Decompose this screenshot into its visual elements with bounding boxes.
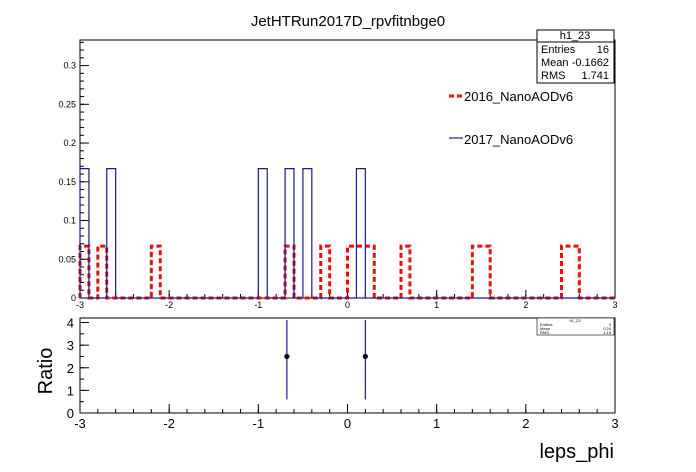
top-y-axis: 0 0.05 0.1 0.15 0.2 0.25 0.3	[58, 41, 89, 303]
ratio-x-tick-label: 0	[344, 416, 351, 431]
ratio-y-tick-label: 0	[67, 406, 74, 421]
ratio-y-tick-label: 4	[67, 316, 74, 331]
x-tick-label: 2	[523, 300, 528, 310]
stats-rms-value: 1.741	[581, 70, 609, 82]
stats-entries-value: 16	[597, 44, 609, 56]
x-tick-label: -1	[254, 300, 262, 310]
ratio-x-tick-label: 3	[611, 416, 618, 431]
bottom-plot-frame	[79, 317, 616, 414]
stats-box-name: h1_23	[560, 30, 591, 42]
stats-box: h1_23 Entries 16 Mean -0.1662 RMS 1.741	[536, 29, 615, 84]
y-tick-label: 0.1	[63, 216, 76, 226]
series-2016-histogram	[78, 244, 615, 300]
legend: 2016_NanoAODv6 2017_NanoAODv6	[449, 89, 573, 147]
ratio-y-tick-label: 2	[67, 361, 74, 376]
x-tick-label: 1	[434, 300, 439, 310]
y-tick-label: 0	[71, 293, 76, 303]
y-tick-label: 0.15	[58, 177, 76, 187]
stats-small-mean-label: Mean	[540, 326, 550, 331]
top-panel: 0 0.05 0.1 0.15 0.2 0.25 0.3 -3 -2 -1 0 1 2 3	[58, 39, 618, 310]
stats-mean-value: -0.1662	[572, 57, 609, 69]
x-tick-label: -3	[76, 300, 84, 310]
ratio-x-tick-label: 1	[433, 416, 440, 431]
stats-entries-label: Entries	[541, 44, 576, 56]
stats-small-rms-value: 1.15	[603, 330, 612, 335]
stats-box-frame	[536, 29, 615, 84]
ratio-x-tick-label: -3	[74, 416, 86, 431]
y-tick-label: 0.2	[63, 138, 76, 148]
top-x-axis: -3 -2 -1 0 1 2 3	[76, 290, 618, 310]
x-tick-label: 3	[612, 300, 617, 310]
ratio-x-tick-label: -1	[253, 416, 265, 431]
stats-small-entries-label: Entries	[540, 322, 552, 327]
stats-box-small-frame	[536, 317, 615, 336]
x-tick-label: -2	[165, 300, 173, 310]
y-axis-label-ratio: Ratio	[35, 348, 57, 395]
top-series	[78, 168, 615, 300]
y-tick-label: 0.3	[63, 61, 76, 71]
legend-label-2016: 2016_NanoAODv6	[464, 89, 573, 104]
bottom-y-axis: 0 1 2 3 4	[67, 316, 89, 421]
stats-mean-label: Mean	[541, 57, 569, 69]
stats-box-small: h1_23 Entries 3 Mean 0.24 RMS 1.15	[536, 317, 615, 336]
stats-small-mean-value: 0.24	[603, 326, 612, 331]
bottom-x-axis: -3 -2 -1 0 1 2 3	[74, 404, 619, 431]
ratio-x-tick-label: -2	[163, 416, 175, 431]
stats-small-name: h1_23	[569, 318, 581, 323]
stats-small-rms-label: RMS	[540, 330, 549, 335]
ratio-point	[362, 353, 368, 360]
y-tick-label: 0.05	[58, 254, 76, 264]
bottom-panel: 0 1 2 3 4 -3 -2 -1 0 1 2 3 Ratio leps_phi	[35, 316, 619, 463]
ratio-point	[284, 353, 290, 360]
ratio-x-tick-label: 2	[522, 416, 529, 431]
ratio-y-tick-label: 3	[67, 338, 74, 353]
y-tick-label: 0.25	[58, 99, 76, 109]
ratio-points	[284, 319, 368, 400]
series-2017-histogram	[79, 168, 615, 299]
legend-label-2017: 2017_NanoAODv6	[464, 132, 573, 147]
stats-small-entries-value: 3	[609, 322, 612, 327]
ratio-y-tick-label: 1	[67, 383, 74, 398]
x-tick-label: 0	[345, 300, 350, 310]
stats-rms-label: RMS	[541, 70, 565, 82]
x-axis-label: leps_phi	[539, 441, 614, 463]
chart-title: JetHTRun2017D_rpvfitnbge0	[251, 13, 445, 30]
